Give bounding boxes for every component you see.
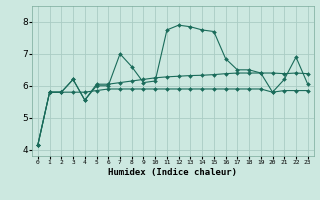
X-axis label: Humidex (Indice chaleur): Humidex (Indice chaleur): [108, 168, 237, 177]
